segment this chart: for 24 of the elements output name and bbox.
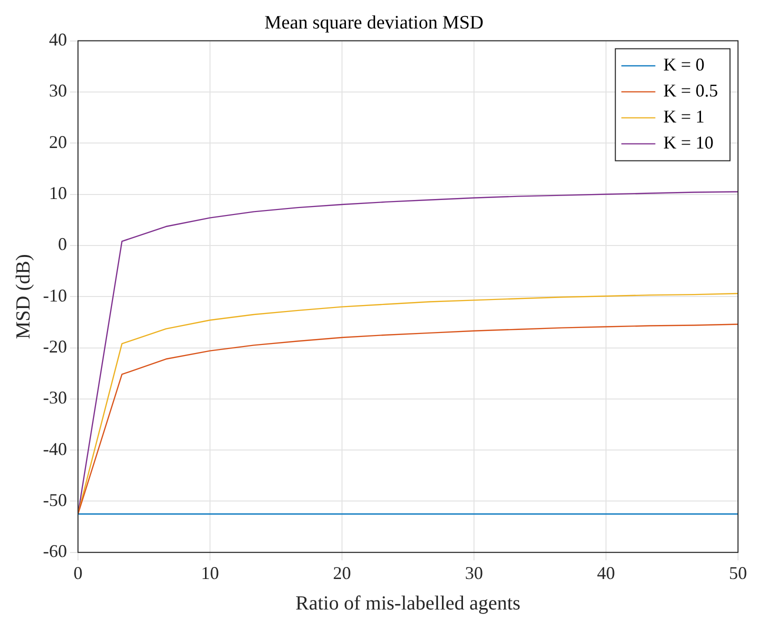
y-tick-label: 30	[48, 80, 67, 101]
y-tick-label: 40	[48, 30, 67, 50]
y-tick-label: -10	[42, 285, 67, 306]
legend-label: K = 1	[663, 106, 705, 127]
legend-label: K = 0	[663, 54, 705, 75]
x-tick-label: 40	[597, 562, 615, 583]
x-tick-label: 50	[729, 562, 747, 583]
y-tick-label: -30	[42, 388, 67, 408]
y-tick-label: -50	[42, 490, 67, 510]
x-tick-label: 20	[332, 562, 351, 583]
x-axis-title: Ratio of mis-labelled agents	[296, 592, 521, 614]
y-tick-label: 20	[48, 132, 67, 152]
y-axis-title: MSD (dB)	[12, 254, 34, 340]
x-tick-label: 10	[200, 562, 219, 583]
y-tick-label: -20	[42, 336, 67, 356]
chart-title: Mean square deviation MSD	[264, 12, 484, 34]
x-tick-label: 30	[465, 562, 483, 583]
y-tick-label: 10	[48, 183, 67, 204]
x-tick-label: 0	[73, 562, 82, 583]
y-tick-label: -60	[42, 541, 67, 562]
y-tick-label: 0	[58, 234, 67, 254]
legend-label: K = 0.5	[663, 80, 718, 101]
legend-label: K = 10	[663, 132, 714, 153]
y-tick-label: -40	[42, 438, 67, 459]
